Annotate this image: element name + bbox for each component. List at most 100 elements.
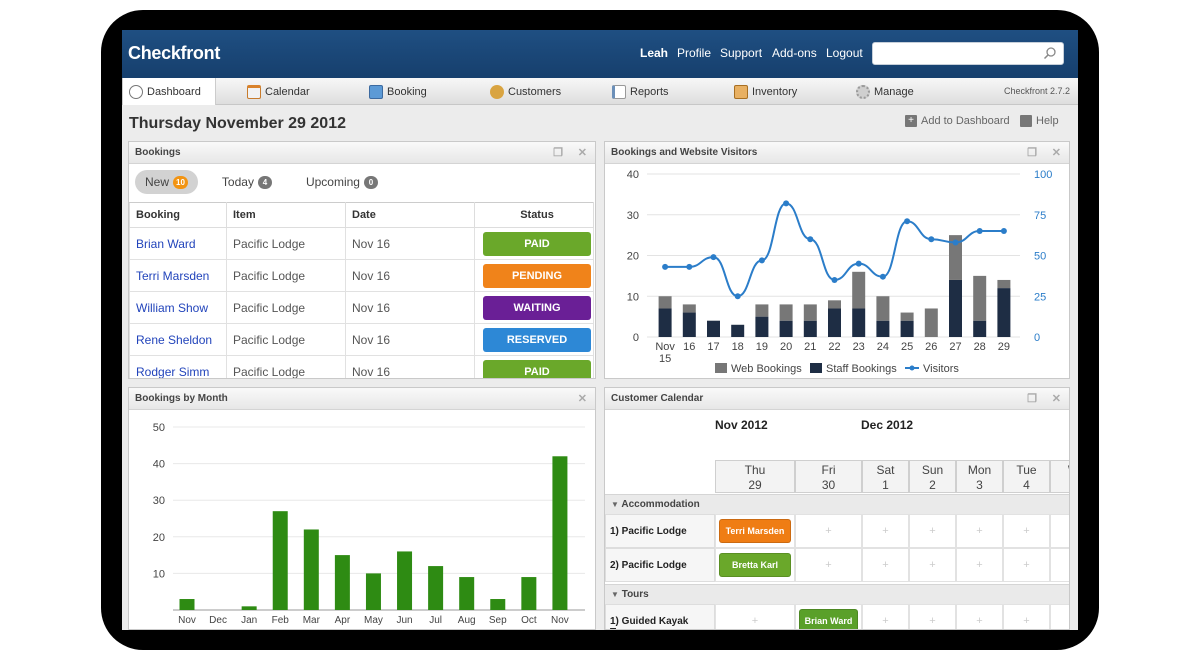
add-booking-cell[interactable]: + — [956, 514, 1003, 548]
booking-name-link[interactable]: William Show — [129, 291, 227, 324]
booking-chip[interactable]: Bretta Karl — [719, 553, 791, 577]
add-booking-cell[interactable]: + — [956, 604, 1003, 629]
subtab-upcoming[interactable]: Upcoming 0 — [296, 170, 388, 194]
add-booking-cell[interactable]: + — [862, 514, 909, 548]
add-booking-cell[interactable]: + — [862, 548, 909, 582]
tab-manage[interactable]: Manage — [856, 78, 914, 105]
tab-booking[interactable]: Booking — [369, 78, 427, 105]
calendar-cell[interactable]: Bretta Karl — [715, 548, 795, 582]
expand-icon[interactable]: ❐ — [553, 147, 563, 159]
add-to-dashboard-button[interactable]: + Add to Dashboard — [905, 115, 1010, 127]
booking-item: Pacific Lodge — [226, 323, 346, 356]
x-tick-label: 15 — [659, 353, 671, 365]
bar-staff-bookings — [900, 320, 914, 337]
booking-chip[interactable]: Brian Ward — [799, 609, 858, 629]
expand-icon[interactable]: ❐ — [1027, 393, 1037, 405]
app-logo[interactable]: Checkfront — [128, 43, 221, 63]
addons-link[interactable]: Add-ons — [772, 46, 817, 60]
by-month-chart: 10 20 30 40 50 Nov Dec Jan Feb Mar Apr May Jun Jul Aug… — [153, 422, 585, 626]
add-booking-cell[interactable]: + — [909, 604, 956, 629]
subtab-today[interactable]: Today 4 — [212, 170, 282, 194]
help-button[interactable]: Help — [1020, 115, 1059, 127]
booking-name-link[interactable]: Rodger Simm — [129, 355, 227, 378]
subtab-new[interactable]: New 10 — [135, 170, 198, 194]
table-row[interactable]: Terri Marsden Pacific Lodge Nov 16 PENDING — [129, 259, 594, 292]
add-booking-cell[interactable]: + — [1003, 604, 1050, 629]
booking-name-link[interactable]: Terri Marsden — [129, 259, 227, 292]
bar-bookings-month — [365, 573, 381, 610]
x-tick-label: 29 — [998, 341, 1010, 353]
expand-icon[interactable]: ❐ — [1027, 147, 1037, 159]
calendar-cell[interactable]: Terri Marsden — [715, 514, 795, 548]
compass-icon — [129, 84, 143, 99]
calendar-cell[interactable] — [1050, 514, 1069, 548]
y2-tick-label: 25 — [1034, 291, 1046, 303]
tab-reports[interactable]: Reports — [612, 78, 669, 105]
booking-name-link[interactable]: Brian Ward — [129, 227, 227, 260]
bar-bookings-month — [179, 599, 195, 610]
collapse-icon[interactable]: ▼ — [611, 590, 619, 599]
col-booking[interactable]: Booking — [129, 202, 227, 228]
y-tick-label: 10 — [627, 291, 639, 303]
status-badge[interactable]: PAID — [483, 231, 591, 256]
table-row[interactable]: William Show Pacific Lodge Nov 16 WAITING — [129, 291, 594, 324]
table-row[interactable]: Brian Ward Pacific Lodge Nov 16 PAID — [129, 227, 594, 260]
booking-chip[interactable]: Terri Marsden — [719, 519, 791, 543]
page-title: Thursday November 29 2012 — [129, 115, 346, 132]
day-header: Fri 30 — [795, 460, 862, 493]
add-booking-cell[interactable]: + — [956, 548, 1003, 582]
add-booking-cell[interactable]: + — [862, 604, 909, 629]
calendar-row-label: 2) Pacific Lodge — [605, 548, 715, 582]
bar-staff-bookings — [731, 324, 745, 337]
close-icon[interactable]: ✕ — [1051, 393, 1061, 405]
bar-bookings-month — [428, 566, 444, 610]
profile-link[interactable]: Profile — [677, 46, 712, 60]
bar-web-bookings — [924, 308, 938, 337]
add-booking-cell[interactable]: + — [1003, 548, 1050, 582]
table-row[interactable]: Rene Sheldon Pacific Lodge Nov 16 RESERVED — [129, 323, 594, 356]
search-icon[interactable] — [1043, 46, 1057, 60]
day-header: W — [1050, 460, 1069, 493]
calendar-cell[interactable]: Brian Ward — [795, 604, 862, 629]
day-number: 3 — [976, 478, 983, 492]
tab-dashboard[interactable]: Dashboard — [122, 78, 216, 105]
add-booking-cell[interactable]: + — [795, 548, 862, 582]
y2-tick-label: 0 — [1034, 332, 1040, 344]
status-badge[interactable]: WAITING — [483, 295, 591, 320]
status-badge[interactable]: RESERVED — [483, 327, 591, 352]
bar-staff-bookings — [755, 316, 769, 337]
calendar-section[interactable]: ▼ Accommodation — [605, 494, 1069, 514]
col-item[interactable]: Item — [226, 202, 346, 228]
close-icon[interactable]: ✕ — [577, 147, 587, 159]
tab-customers[interactable]: Customers — [490, 78, 561, 105]
status-badge[interactable]: PENDING — [483, 263, 591, 288]
table-row[interactable]: Rodger Simm Pacific Lodge Nov 16 PAID — [129, 355, 594, 378]
add-booking-cell[interactable]: + — [795, 514, 862, 548]
col-status[interactable]: Status — [474, 202, 594, 228]
day-of-week: W — [1051, 463, 1069, 478]
logout-link[interactable]: Logout — [826, 46, 863, 60]
search-input[interactable] — [879, 43, 1049, 63]
status-badge[interactable]: PAID — [483, 359, 591, 378]
add-booking-cell[interactable]: + — [715, 604, 795, 629]
bar-bookings-month — [521, 577, 537, 610]
booking-name-link[interactable]: Rene Sheldon — [129, 323, 227, 356]
search-box[interactable] — [872, 42, 1064, 65]
close-icon[interactable]: ✕ — [577, 393, 587, 405]
collapse-icon[interactable]: ▼ — [611, 500, 619, 509]
tab-calendar[interactable]: Calendar — [247, 78, 310, 105]
calendar-cell[interactable] — [1050, 548, 1069, 582]
col-date[interactable]: Date — [345, 202, 475, 228]
user-link[interactable]: Leah — [640, 46, 669, 60]
add-booking-cell[interactable]: + — [1003, 514, 1050, 548]
close-icon[interactable]: ✕ — [1051, 147, 1061, 159]
add-booking-cell[interactable]: + — [909, 548, 956, 582]
tab-inventory[interactable]: Inventory — [734, 78, 797, 105]
calendar-section[interactable]: ▼ Tours — [605, 584, 1069, 604]
y-tick-label: 20 — [627, 251, 639, 263]
support-link[interactable]: Support — [720, 46, 763, 60]
bar-bookings-month — [334, 555, 350, 610]
add-booking-cell[interactable]: + — [909, 514, 956, 548]
calendar-cell[interactable] — [1050, 604, 1069, 629]
plus-icon: + — [905, 115, 917, 127]
